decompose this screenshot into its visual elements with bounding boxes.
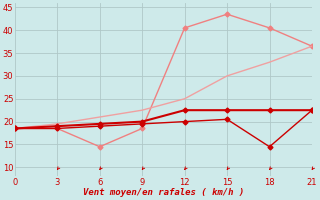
- X-axis label: Vent moyen/en rafales ( km/h ): Vent moyen/en rafales ( km/h ): [83, 188, 244, 197]
